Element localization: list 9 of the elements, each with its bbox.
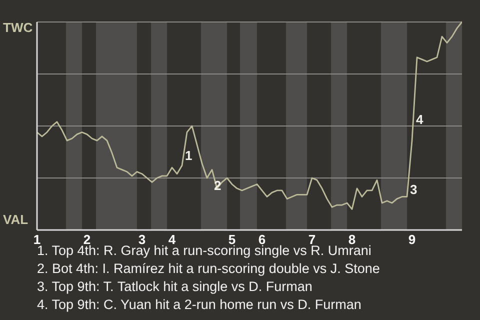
text: 2. Bot 4th: I. Ramírez hit a run-scoring double vs J. Stone	[37, 260, 380, 278]
annotation: 4	[416, 112, 424, 128]
text: TWC	[3, 20, 33, 36]
text: 4. Top 9th: C. Yuan hit a 2-run home run vs D. Furman	[37, 296, 362, 314]
x-tick-label: 9	[408, 232, 416, 248]
annotation: 3	[410, 182, 418, 198]
annotation: 1	[185, 148, 192, 164]
text: VAL	[3, 212, 28, 228]
text: 3. Top 9th: T. Tatlock hit a single vs D. Furman	[37, 278, 314, 296]
